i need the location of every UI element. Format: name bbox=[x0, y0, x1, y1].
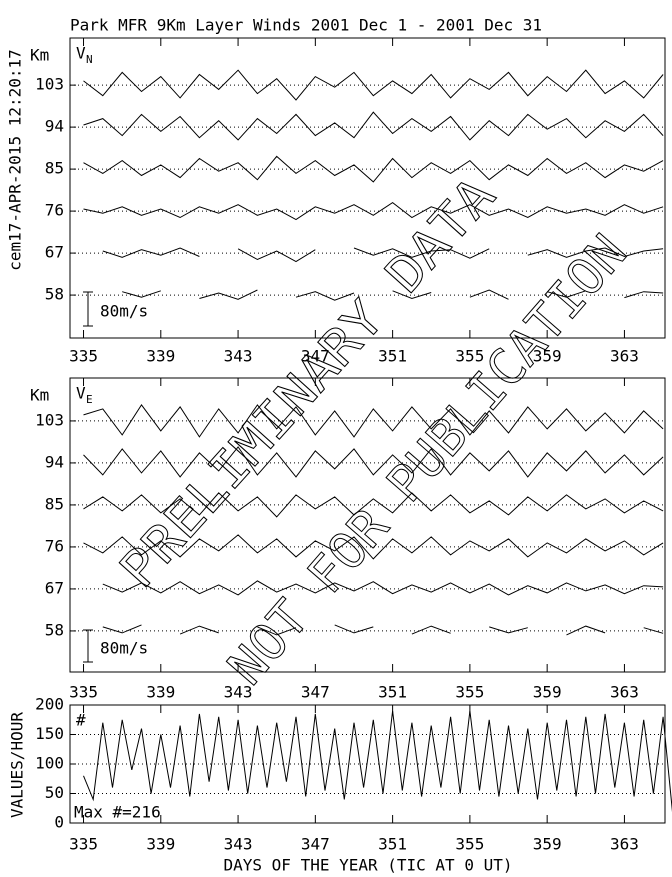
x-tick-label: 363 bbox=[610, 683, 639, 702]
wind-trace bbox=[83, 446, 664, 478]
y-tick-label: 94 bbox=[45, 452, 64, 471]
scale-label: 80m/s bbox=[100, 302, 148, 321]
x-tick-label: 335 bbox=[69, 683, 98, 702]
y-tick-label: 76 bbox=[45, 536, 64, 555]
x-tick-label: 351 bbox=[378, 835, 407, 854]
x-tick-label: 339 bbox=[146, 347, 175, 366]
y-tick-label: 50 bbox=[45, 783, 64, 802]
y-tick-label: 94 bbox=[45, 117, 64, 136]
panel-label: V bbox=[76, 44, 86, 63]
y-tick-label: 85 bbox=[45, 159, 64, 178]
x-tick-label: 359 bbox=[533, 347, 562, 366]
x-tick-label: 347 bbox=[301, 835, 330, 854]
y-tick-label: 67 bbox=[45, 578, 64, 597]
wind-trace bbox=[83, 492, 664, 518]
x-tick-label: 355 bbox=[455, 683, 484, 702]
y-tick-label: 100 bbox=[35, 754, 64, 773]
plot-frame bbox=[69, 377, 666, 673]
wind-trace bbox=[83, 404, 664, 438]
y-unit: Km bbox=[30, 386, 49, 405]
annotation: Max #=216 bbox=[74, 803, 161, 822]
y-tick-label: 58 bbox=[45, 285, 64, 304]
x-tick-label: 363 bbox=[610, 835, 639, 854]
x-tick-label: 359 bbox=[533, 683, 562, 702]
count-trace bbox=[83, 710, 672, 813]
x-tick-label: 359 bbox=[533, 835, 562, 854]
x-tick-label: 339 bbox=[146, 835, 175, 854]
chart-title: Park MFR 9Km Layer Winds 2001 Dec 1 - 20… bbox=[70, 16, 542, 35]
panel-label-sub: E bbox=[86, 393, 93, 406]
wind-trace bbox=[102, 247, 664, 263]
y-tick-label: 85 bbox=[45, 494, 64, 513]
y-tick-label: 58 bbox=[45, 620, 64, 639]
y-tick-label: 150 bbox=[35, 724, 64, 743]
y-tick-label: 76 bbox=[45, 201, 64, 220]
panel-label-sub: N bbox=[86, 53, 93, 66]
x-tick-label: 363 bbox=[610, 347, 639, 366]
wind-trace bbox=[102, 580, 664, 596]
x-tick-label: 343 bbox=[224, 347, 253, 366]
x-tick-label: 335 bbox=[69, 835, 98, 854]
y-tick-label: 67 bbox=[45, 243, 64, 262]
y-axis-label: VALUES/HOUR bbox=[8, 712, 27, 818]
x-tick-label: 339 bbox=[146, 683, 175, 702]
y-unit: Km bbox=[30, 46, 49, 65]
plot-frame bbox=[69, 37, 666, 339]
y-tick-label: 103 bbox=[35, 410, 64, 429]
wind-trace bbox=[83, 111, 664, 141]
y-tick-label: 103 bbox=[35, 75, 64, 94]
x-tick-label: 351 bbox=[378, 347, 407, 366]
scale-label: 80m/s bbox=[100, 639, 148, 658]
y-tick-label: 200 bbox=[35, 695, 64, 714]
timestamp: cem17-APR-2015 12:20:17 bbox=[6, 49, 25, 271]
x-tick-label: 355 bbox=[455, 835, 484, 854]
panel-label: V bbox=[76, 384, 86, 403]
x-tick-label: 343 bbox=[224, 683, 253, 702]
x-tick-label: 343 bbox=[224, 835, 253, 854]
wind-trace bbox=[102, 624, 664, 636]
x-axis-label: DAYS OF THE YEAR (TIC AT 0 UT) bbox=[224, 856, 513, 875]
wind-trace bbox=[83, 155, 664, 183]
wind-trace bbox=[83, 201, 664, 221]
x-tick-label: 335 bbox=[69, 347, 98, 366]
wind-trace bbox=[83, 534, 664, 560]
annotation: # bbox=[76, 711, 86, 730]
x-tick-label: 347 bbox=[301, 347, 330, 366]
x-tick-label: 351 bbox=[378, 683, 407, 702]
wind-trace bbox=[122, 289, 664, 301]
x-tick-label: 355 bbox=[455, 347, 484, 366]
wind-trace bbox=[83, 69, 664, 101]
y-tick-label: 0 bbox=[54, 813, 64, 832]
watermark: PRELIMINARY DATA bbox=[109, 166, 507, 599]
x-tick-label: 347 bbox=[301, 683, 330, 702]
